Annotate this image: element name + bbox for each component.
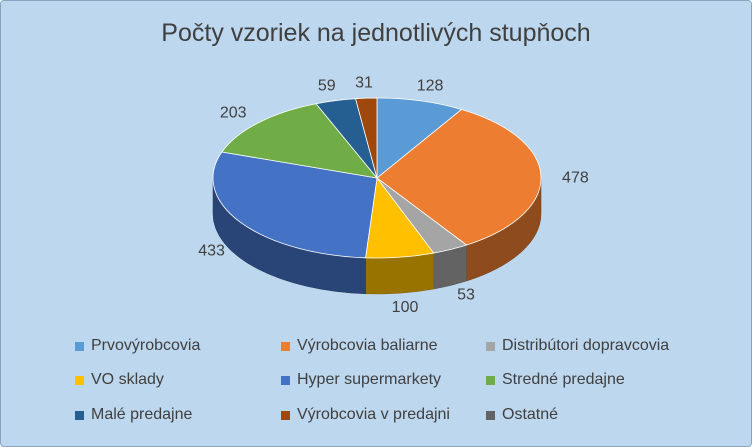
legend-label: Distribútori dopravcovia bbox=[502, 337, 670, 354]
legend-label: Ostatné bbox=[502, 406, 559, 423]
legend-item-hyper-supermarkety: Hyper supermarkety bbox=[281, 371, 441, 389]
data-label-stredne-predajne: 203 bbox=[220, 104, 247, 121]
legend-label: Hyper supermarkety bbox=[297, 371, 442, 388]
legend-swatch bbox=[486, 410, 495, 420]
legend-swatch bbox=[281, 410, 290, 420]
legend-item-ostatne: Ostatné bbox=[486, 406, 558, 424]
legend: Prvovýrobcovia Výrobcovia baliarne Distrib… bbox=[1, 337, 751, 437]
legend-label: Výrobcovia baliarne bbox=[297, 337, 438, 354]
data-label-vyrobcovia-baliarne: 478 bbox=[562, 169, 589, 186]
pie-slice-hyper-supermarkety bbox=[212, 151, 378, 259]
data-label-vyrobcovia-v-predajni: 31 bbox=[355, 74, 373, 91]
legend-item-prvovyrobcovia: Prvovýrobcovia bbox=[75, 337, 200, 355]
legend-item-vo-sklady: VO sklady bbox=[75, 371, 164, 389]
legend-swatch bbox=[75, 410, 84, 420]
data-label-distributori-dopravcovia: 53 bbox=[457, 286, 475, 303]
legend-item-vyrobcovia-baliarne: Výrobcovia baliarne bbox=[281, 337, 438, 355]
legend-swatch bbox=[486, 375, 495, 385]
legend-swatch bbox=[281, 341, 290, 351]
legend-label: VO sklady bbox=[91, 371, 164, 388]
data-label-vo-sklady: 100 bbox=[392, 299, 419, 316]
pie-slice-vyrobcovia-baliarne bbox=[376, 109, 542, 246]
legend-item-vyrobcovia-v-predajni: Výrobcovia v predajni bbox=[281, 406, 450, 424]
legend-swatch bbox=[75, 375, 84, 385]
legend-label: Stredné predajne bbox=[502, 371, 625, 388]
data-label-male-predajne: 59 bbox=[318, 77, 336, 94]
pie-side-vo-sklady bbox=[365, 252, 434, 295]
pie-slice-vyrobcovia-v-predajni bbox=[355, 97, 378, 179]
data-label-prvovyrobcovia: 128 bbox=[417, 78, 444, 95]
data-label-hyper-supermarkety: 433 bbox=[198, 242, 225, 259]
legend-label: Výrobcovia v predajni bbox=[297, 406, 450, 423]
pie-slice-stredne-predajne bbox=[221, 103, 378, 179]
legend-label: Malé predajne bbox=[91, 406, 193, 423]
legend-swatch bbox=[486, 341, 495, 351]
pie-slice-prvovyrobcovia bbox=[376, 97, 463, 179]
chart-title: Počty vzoriek na jednotlivých stupňoch bbox=[161, 19, 591, 47]
legend-swatch bbox=[75, 341, 84, 351]
legend-label: Prvovýrobcovia bbox=[91, 337, 201, 354]
legend-swatch bbox=[281, 375, 290, 385]
legend-item-stredne-predajne: Stredné predajne bbox=[486, 371, 625, 389]
legend-item-male-predajne: Malé predajne bbox=[75, 406, 192, 424]
legend-item-distributori-dopravcovia: Distribútori dopravcovia bbox=[486, 337, 669, 355]
